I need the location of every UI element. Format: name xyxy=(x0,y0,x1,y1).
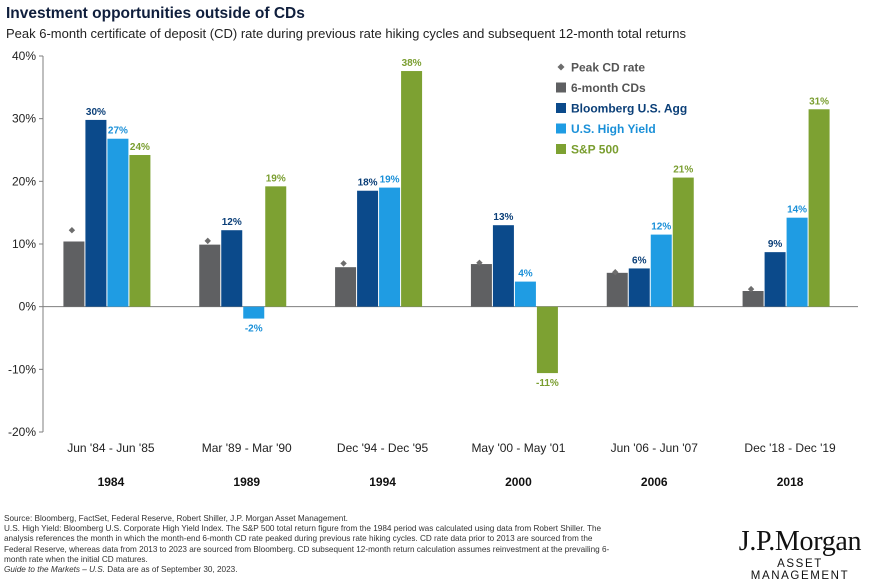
bar-hy xyxy=(650,234,672,307)
bar-hy xyxy=(786,217,808,307)
footer-notes: Source: Bloomberg, FactSet, Federal Rese… xyxy=(4,514,724,575)
data-label: 38% xyxy=(402,58,422,69)
legend-label: 6-month CDs xyxy=(571,81,646,95)
legend-label: Bloomberg U.S. Agg xyxy=(571,102,687,116)
data-label: 31% xyxy=(809,96,829,107)
bar-hy xyxy=(107,138,129,307)
legend-swatch-sp xyxy=(556,144,566,154)
x-category-label: Dec '94 - Dec '95 xyxy=(337,441,429,455)
footer-date-line: Guide to the Markets – U.S. Data are as … xyxy=(4,565,724,575)
y-tick-label: -10% xyxy=(8,362,36,376)
logo-subtitle: ASSET MANAGEMENT xyxy=(750,558,850,582)
data-label: 13% xyxy=(493,212,513,223)
legend-swatch-hy xyxy=(556,123,566,134)
footer-line: Source: Bloomberg, FactSet, Federal Rese… xyxy=(4,514,348,523)
data-label: 4% xyxy=(518,269,533,280)
bar-agg xyxy=(221,230,243,307)
x-year-label: 1989 xyxy=(233,475,260,489)
peak-cd-marker xyxy=(340,260,347,267)
data-label: -11% xyxy=(536,378,559,389)
footer-line: U.S. High Yield: Bloomberg U.S. Corporat… xyxy=(4,524,602,534)
bar-cd xyxy=(199,244,221,307)
data-label: 19% xyxy=(380,175,400,186)
bar-sp xyxy=(265,186,287,307)
y-tick-label: 40% xyxy=(12,49,36,63)
bar-agg xyxy=(85,119,107,307)
footer-line: Federal Reserve, whereas data from 2013 … xyxy=(4,544,610,554)
chart-subtitle: Peak 6-month certificate of deposit (CD)… xyxy=(6,26,686,41)
x-category-label: Mar '89 - Mar '90 xyxy=(202,441,292,455)
legend-peak-marker xyxy=(557,63,565,71)
bar-cd xyxy=(742,291,764,307)
x-category-label: May '00 - May '01 xyxy=(471,441,565,455)
x-category-label: Jun '84 - Jun '85 xyxy=(67,441,155,455)
data-label: 24% xyxy=(130,142,150,153)
data-label: 14% xyxy=(787,205,807,216)
x-category-label: Dec '18 - Dec '19 xyxy=(744,441,836,455)
legend-swatch-agg xyxy=(556,103,566,113)
data-label: 19% xyxy=(266,173,286,184)
x-year-label: 2006 xyxy=(641,475,668,489)
bar-sp xyxy=(129,155,151,307)
data-label: 18% xyxy=(358,178,378,189)
bar-sp xyxy=(808,109,830,307)
y-tick-label: 30% xyxy=(12,112,36,126)
data-label: 9% xyxy=(768,239,783,250)
y-tick-label: 0% xyxy=(19,300,37,314)
peak-cd-marker xyxy=(476,259,483,266)
y-tick-label: 20% xyxy=(12,174,36,188)
data-label: 27% xyxy=(108,126,128,137)
peak-cd-marker xyxy=(747,285,755,293)
bar-hy xyxy=(514,281,536,307)
bar-sp xyxy=(536,306,558,374)
bar-sp xyxy=(672,177,694,307)
footer-line: analysis references the month in which t… xyxy=(4,534,593,544)
y-tick-label: -20% xyxy=(8,425,36,439)
data-label: -2% xyxy=(245,324,263,335)
bar-agg xyxy=(628,268,650,307)
footer-line: month rate when the initial CD matures. xyxy=(4,554,148,564)
data-date: Data are as of September 30, 2023. xyxy=(105,565,238,575)
bar-cd xyxy=(335,267,357,307)
data-label: 12% xyxy=(651,222,671,233)
bar-cd xyxy=(606,272,628,307)
jpmorgan-logo: J.P.Morgan ASSET MANAGEMENT xyxy=(732,526,868,583)
x-year-label: 2000 xyxy=(505,475,532,489)
legend-swatch-cd xyxy=(556,82,566,93)
bar-agg xyxy=(357,190,379,307)
bar-chart: -20%-10%0%10%20%30%40%30%27%24%Jun '84 -… xyxy=(8,49,858,489)
data-label: 30% xyxy=(86,107,106,118)
x-year-label: 2018 xyxy=(777,475,804,489)
data-label: 6% xyxy=(632,255,647,266)
x-category-label: Jun '06 - Jun '07 xyxy=(611,441,699,455)
bar-agg xyxy=(492,225,514,307)
peak-cd-marker xyxy=(68,227,76,234)
guide-title: Guide to the Markets – U.S. xyxy=(4,565,106,575)
legend-label: Peak CD rate xyxy=(571,61,645,75)
x-year-label: 1984 xyxy=(98,475,125,489)
logo-wordmark: J.P.Morgan xyxy=(738,526,862,557)
peak-cd-marker xyxy=(612,269,619,276)
data-label: 12% xyxy=(222,217,242,228)
legend-label: S&P 500 xyxy=(571,143,619,157)
bar-agg xyxy=(764,252,786,307)
bar-hy xyxy=(379,187,401,307)
peak-cd-marker xyxy=(204,237,211,245)
bar-sp xyxy=(401,71,423,307)
bar-cd xyxy=(63,241,85,307)
x-year-label: 1994 xyxy=(369,475,396,489)
bar-cd xyxy=(470,264,492,307)
legend-label: U.S. High Yield xyxy=(571,122,656,136)
chart-title: Investment opportunities outside of CDs xyxy=(6,5,305,22)
bar-hy xyxy=(243,306,265,319)
data-label: 21% xyxy=(673,165,693,176)
y-tick-label: 10% xyxy=(12,237,36,251)
